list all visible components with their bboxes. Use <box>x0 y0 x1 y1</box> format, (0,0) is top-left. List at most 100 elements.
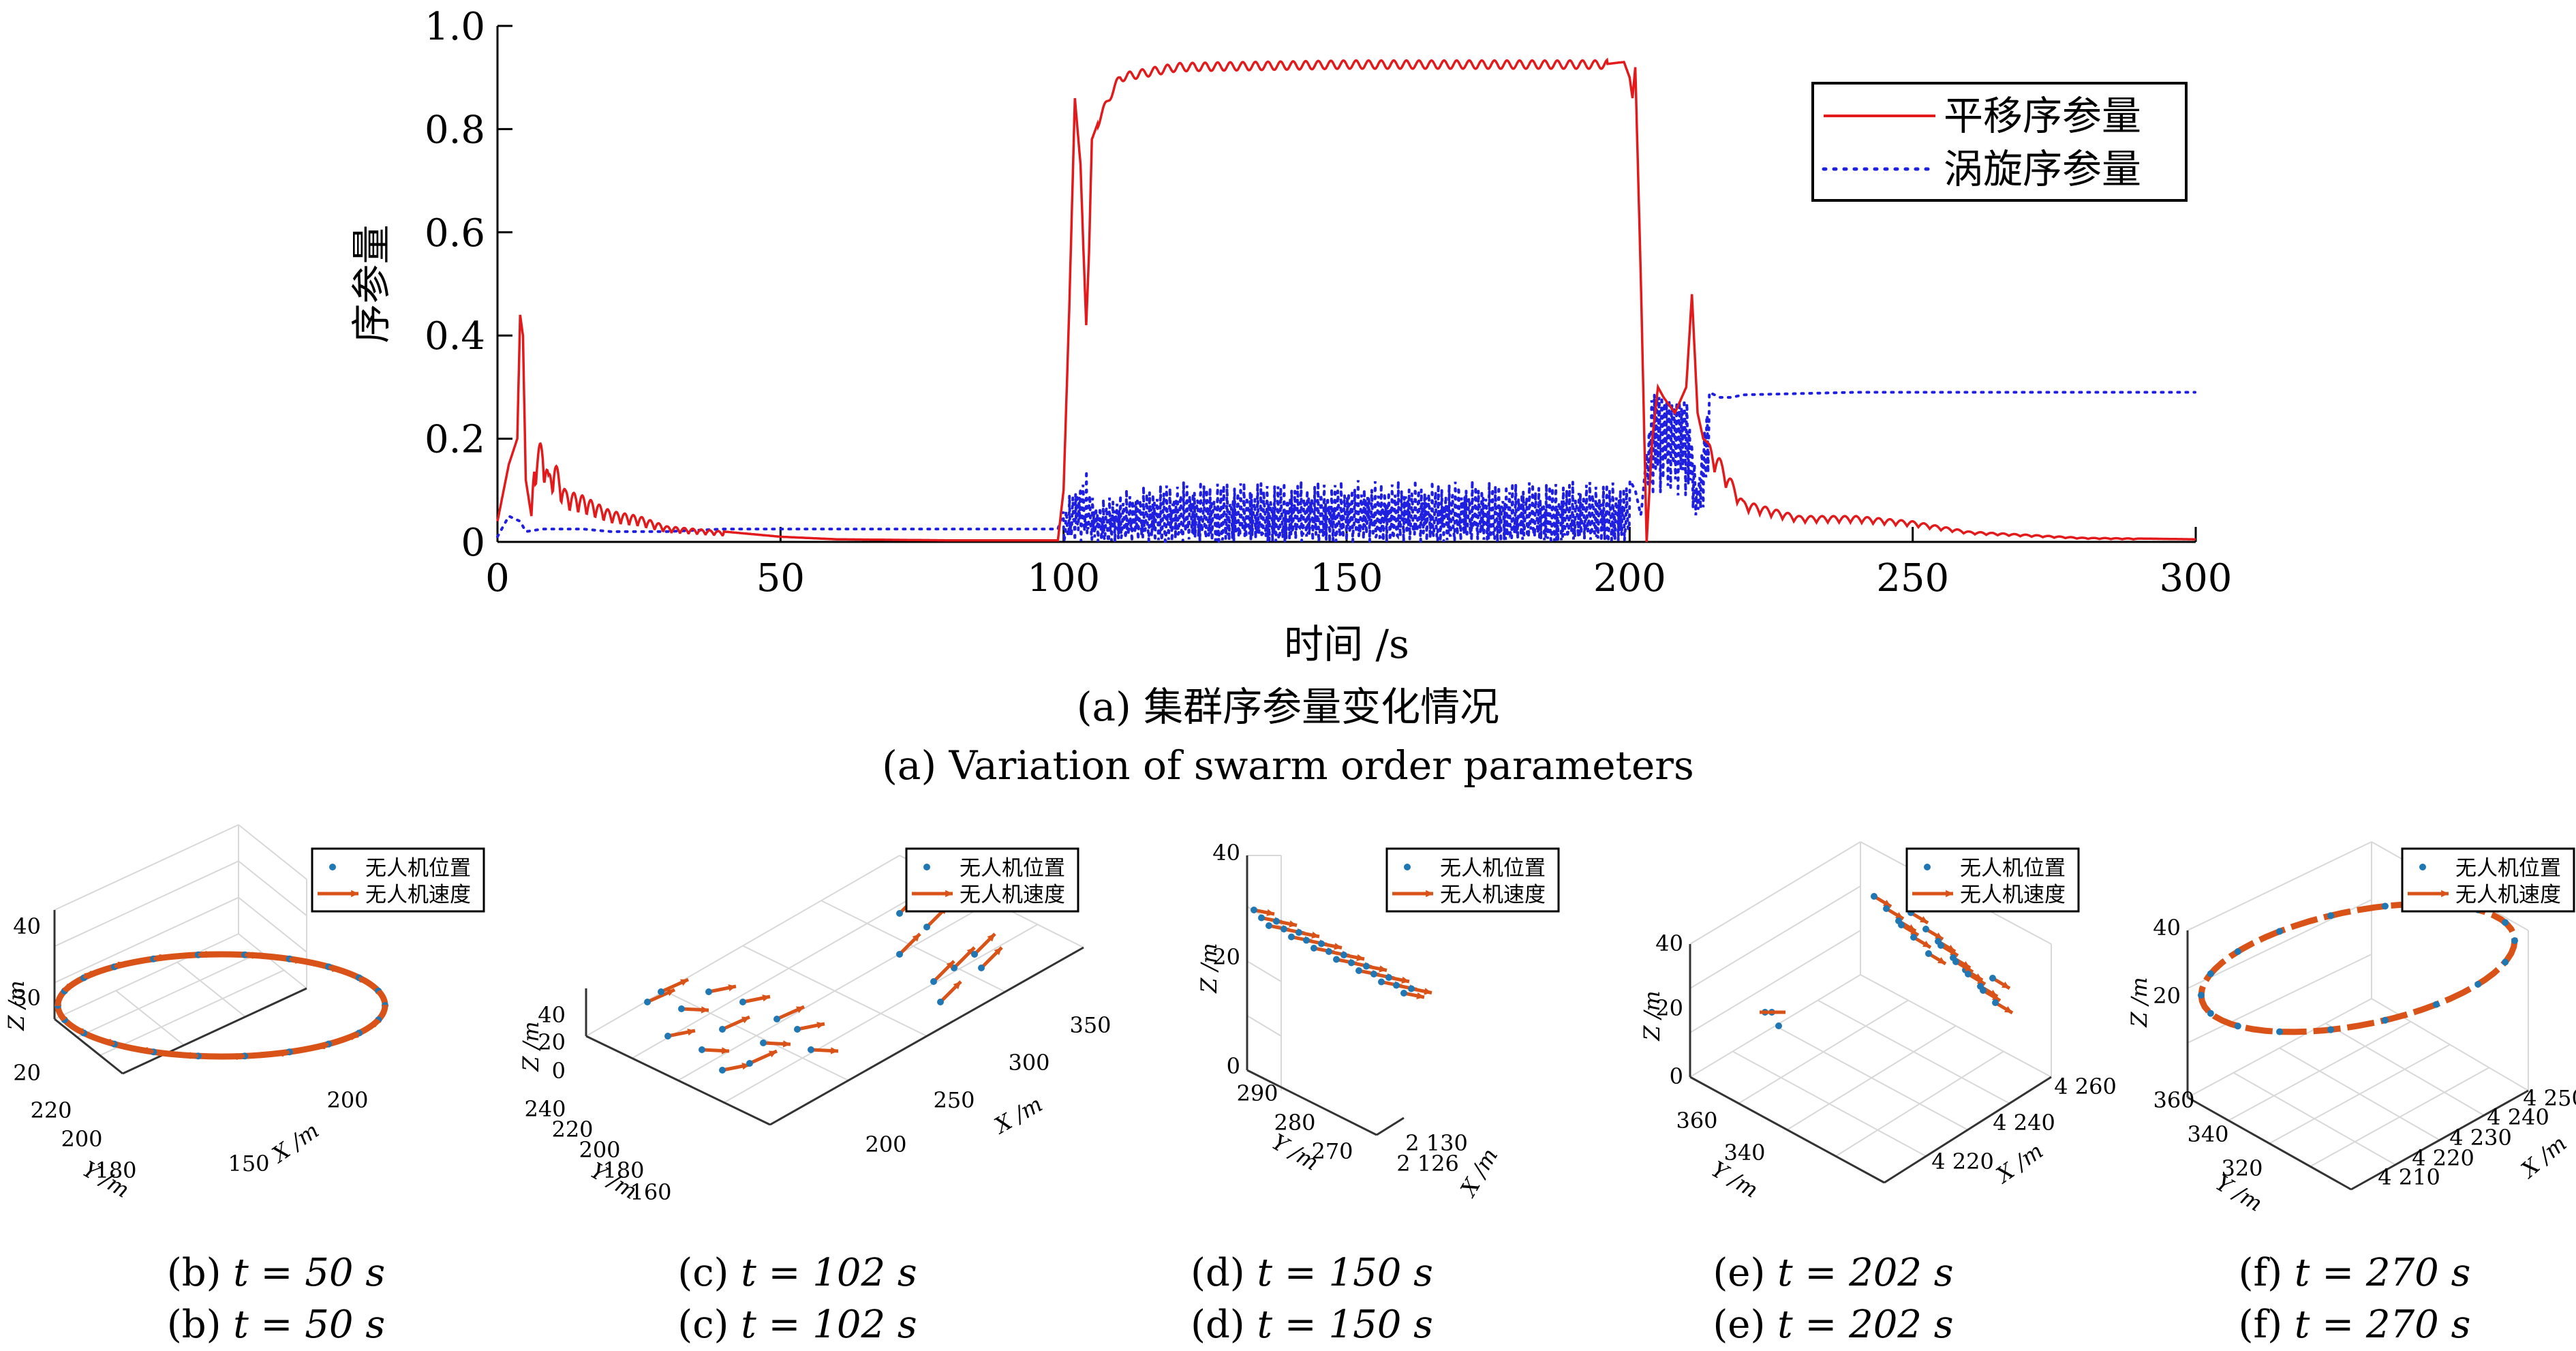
caption-sub-eq: t = 150 s <box>1257 1303 1433 1347</box>
y-axis-label: Y /m <box>1268 1129 1323 1176</box>
caption-sub-eq: t = 270 s <box>2294 1251 2471 1295</box>
z-tick-label: 0 <box>1670 1063 1683 1089</box>
drone-position-point <box>930 978 937 985</box>
velocity-arrowhead <box>2002 981 2010 988</box>
axis-lines <box>53 910 307 1075</box>
series-line-vortex <box>496 390 2196 547</box>
velocity-arrowhead <box>782 1040 791 1048</box>
series-line-translation <box>496 57 2196 543</box>
legend-box <box>2401 847 2575 913</box>
drone-position-point <box>2474 980 2482 988</box>
x-tick-label: 4 240 <box>2487 1104 2549 1130</box>
caption-sub-eq: t = 150 s <box>1257 1251 1433 1295</box>
y-tick-label: 180 <box>602 1157 644 1183</box>
drone-position-point <box>1378 978 1385 986</box>
y-tick-label: 0.2 <box>425 418 485 462</box>
velocity-arrowhead <box>830 1047 838 1054</box>
drone-position-point <box>678 1005 685 1012</box>
velocity-arrowhead <box>1356 954 1364 961</box>
drone-position-point <box>896 951 903 958</box>
drone-position-point <box>2207 1010 2214 1017</box>
caption-sub-tag: (f) <box>2238 1303 2295 1347</box>
legend-label-velocity: 无人机速度 <box>960 883 1065 907</box>
y-tick-label: 360 <box>2153 1087 2194 1113</box>
y-tick-label: 280 <box>1274 1110 1315 1136</box>
velocity-arrowhead <box>205 950 213 958</box>
caption-sub-e-cn: (e) t = 202 s <box>1615 1247 2051 1299</box>
z-axis-label: Z /m <box>1196 943 1222 994</box>
z-tick-label: 0 <box>552 1058 566 1084</box>
caption-sub-d-cn: (d) t = 150 s <box>1094 1247 1530 1299</box>
z-tick-label: 30 <box>13 985 41 1011</box>
velocity-arrowhead <box>994 947 1002 956</box>
y-tick-label: 160 <box>630 1179 671 1205</box>
drone-position-point <box>746 1060 753 1067</box>
legend-marker-position <box>2419 864 2426 870</box>
velocity-arrowhead <box>1266 909 1274 916</box>
drone-position-point <box>1385 974 1392 981</box>
velocity-arrowhead <box>358 976 367 984</box>
drone-position-point <box>1883 905 1890 912</box>
drone-position-point <box>1937 942 1944 949</box>
drone-position-point <box>1340 952 1347 958</box>
drone-position-point <box>1910 934 1917 941</box>
x-tick-label: 200 <box>865 1132 906 1157</box>
caption-sub-tag: (d) <box>1191 1251 1257 1295</box>
z-tick-label: 40 <box>1655 930 1683 956</box>
x-tick-label: 300 <box>2160 556 2233 601</box>
drone-position-point <box>2433 1001 2440 1008</box>
caption-sub-d-en: (d) t = 150 s <box>1094 1299 1530 1351</box>
velocity-arrowhead <box>1946 890 1953 898</box>
caption-sub-tag: (b) <box>166 1303 234 1347</box>
order-parameter-chart: 0 50 100 150 200 250 300 0 0.2 0.4 0.6 0.8 1.0 时间 /s 序… <box>348 5 2232 667</box>
velocity-arrowhead <box>666 989 675 997</box>
drone-position-point <box>2502 919 2509 926</box>
drone-position-point <box>2276 1028 2283 1035</box>
drone-position-point <box>808 1046 814 1053</box>
drone-position-point <box>2276 928 2283 935</box>
drone-position-point <box>923 924 930 930</box>
velocity-arrowhead <box>946 961 954 969</box>
x-tick-label: 250 <box>933 1087 975 1113</box>
drone-position-point <box>1992 999 1999 1006</box>
drone-position-point <box>1952 958 1959 965</box>
drone-position-point <box>1295 929 1302 936</box>
drone-position-point <box>1310 945 1317 952</box>
velocity-arrowhead <box>2004 1005 2012 1013</box>
y-axis-label: 序参量 <box>348 224 395 343</box>
velocity-arrowhead <box>945 890 953 898</box>
velocity-arrowhead <box>61 984 69 993</box>
caption-sub-eq: t = 102 s <box>741 1251 917 1295</box>
velocity-arrowhead <box>230 1052 238 1061</box>
x-tick-label: 0 <box>485 556 510 601</box>
drone-position-point <box>760 1039 767 1046</box>
velocity-arrowhead <box>1883 899 1891 907</box>
drone-position-point <box>896 910 903 917</box>
y-tick-label: 200 <box>579 1137 620 1163</box>
drone-position-point <box>1370 971 1377 977</box>
drone-position-point <box>1925 950 1932 957</box>
velocity-arrowhead <box>76 1027 85 1035</box>
drone-position-point <box>2381 1016 2389 1024</box>
drone-position-point <box>1400 990 1407 997</box>
x-tick-label: 150 <box>228 1151 269 1177</box>
x-tick-label: 250 <box>1876 556 1949 601</box>
z-tick-label: 20 <box>1655 995 1683 1021</box>
y-tick-label: 1.0 <box>425 5 485 49</box>
legend-label-position: 无人机位置 <box>1960 856 2066 881</box>
drone-position-point <box>1258 914 1265 922</box>
velocity-arrowhead <box>295 956 303 964</box>
velocity-arrowhead <box>701 1006 709 1014</box>
drone-position-point <box>2381 902 2389 910</box>
velocity-arrowhead <box>351 1031 359 1039</box>
drone-position-point <box>794 1026 801 1033</box>
z-tick-label: 40 <box>13 913 41 939</box>
velocity-arrowhead <box>816 1022 825 1029</box>
caption-sub-eq: t = 270 s <box>2294 1303 2471 1347</box>
caption-main-en: (a) Variation of swarm order parameters <box>882 742 1694 789</box>
drone-position-point <box>1333 956 1340 963</box>
x-tick-label: 200 <box>326 1087 368 1113</box>
x-axis-label: X /m <box>1990 1138 2048 1189</box>
